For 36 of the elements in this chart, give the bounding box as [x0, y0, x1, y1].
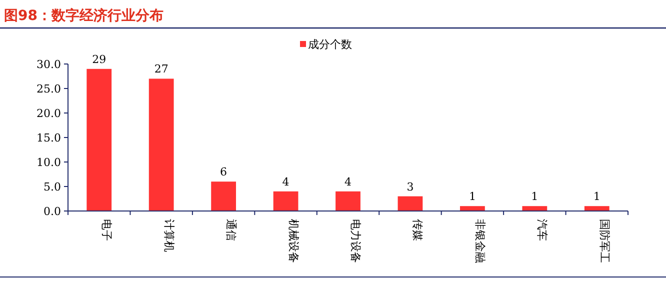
x-tick-label: 计算机: [162, 219, 176, 252]
data-label: 1: [531, 190, 538, 204]
y-tick-label: 15.0: [36, 132, 61, 144]
x-tick-label: 汽车: [536, 219, 549, 241]
data-label: 27: [154, 62, 168, 76]
bar: [522, 206, 548, 211]
y-tick-label: 25.0: [36, 82, 61, 96]
bar: [584, 206, 610, 211]
bar: [273, 191, 298, 211]
x-tick-label: 国防军工: [598, 219, 611, 263]
chart-title: 图98：数字经济行业分布: [4, 7, 164, 24]
legend-label: 成分个数: [308, 38, 352, 51]
data-label: 6: [220, 166, 228, 179]
bar: [86, 68, 112, 211]
y-tick-label: 10.0: [36, 156, 61, 169]
data-label: 1: [468, 190, 476, 204]
x-tick-label: 电子: [100, 219, 114, 241]
y-tick-label: 5.0: [44, 180, 61, 194]
x-tick-label: 传媒: [411, 219, 424, 241]
data-label: 4: [282, 175, 290, 188]
bar: [148, 78, 174, 211]
x-tick-label: 通信: [224, 219, 238, 241]
data-label: 3: [406, 180, 414, 194]
y-tick-label: 20.0: [36, 107, 61, 120]
y-tick-label: 30.0: [36, 58, 61, 71]
data-label: 1: [593, 190, 600, 204]
x-tick-label: 电力设备: [349, 219, 362, 263]
x-tick-label: 非银金融: [473, 219, 486, 263]
bar: [398, 196, 423, 211]
y-tick-label: 0.0: [44, 205, 61, 218]
bar: [336, 191, 360, 211]
data-label: 29: [92, 52, 106, 66]
x-tick-label: 机械设备: [286, 219, 300, 263]
bar: [460, 206, 485, 211]
data-label: 4: [344, 175, 352, 188]
bar: [211, 182, 236, 211]
